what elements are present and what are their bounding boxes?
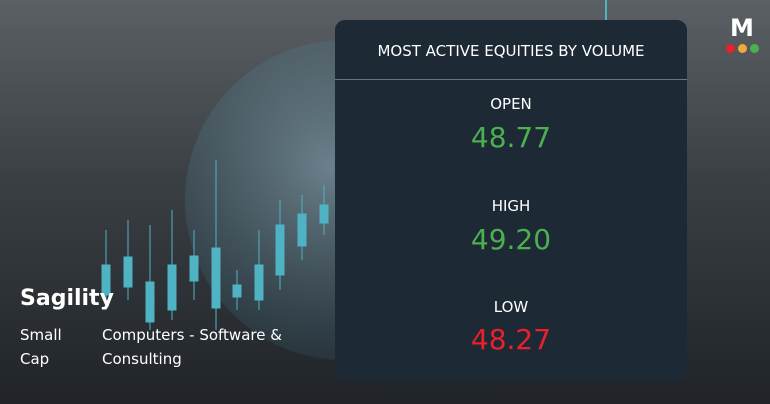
logo-dot — [738, 44, 747, 53]
company-sector: Computers - Software & Consulting — [102, 326, 282, 368]
stat-value: 48.77 — [470, 121, 552, 154]
logo: M — [722, 14, 762, 56]
candles — [101, 0, 607, 330]
logo-dot — [750, 44, 759, 53]
logo-dot — [726, 44, 735, 53]
card-title: MOST ACTIVE EQUITIES BY VOLUME — [377, 42, 645, 60]
company-name: Sagility — [20, 286, 114, 311]
separator — [335, 79, 687, 80]
stat-label: HIGH — [491, 197, 531, 215]
stats-card: MOST ACTIVE EQUITIES BY VOLUME OPEN 48.7… — [335, 20, 687, 382]
stat-value: 49.20 — [470, 223, 552, 256]
stat-value: 48.27 — [470, 323, 552, 356]
company-cap: Small Cap — [20, 326, 62, 368]
logo-letter: M — [730, 14, 754, 42]
stat-label: LOW — [493, 298, 529, 316]
stat-label: OPEN — [490, 95, 532, 113]
